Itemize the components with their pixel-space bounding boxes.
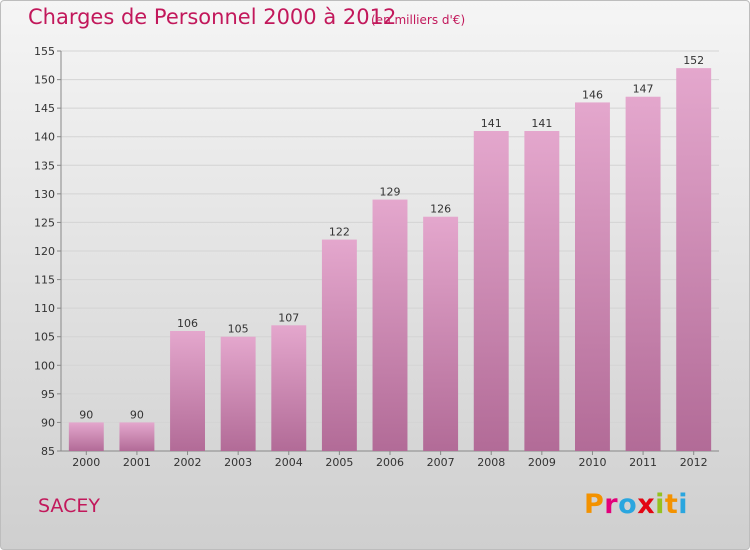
proxiti-logo[interactable]: Proxiti (584, 489, 688, 520)
location-label: SACEY (38, 495, 100, 517)
x-tick-label: 2004 (275, 456, 303, 469)
bar-2008 (473, 131, 509, 451)
bar-2010 (574, 102, 610, 451)
x-tick-label: 2011 (629, 456, 657, 469)
y-tick-label: 155 (34, 45, 55, 58)
y-tick-label: 110 (34, 302, 55, 315)
bar-2007 (423, 216, 459, 451)
bars (68, 68, 712, 452)
x-tick-label: 2003 (224, 456, 252, 469)
bar-2003 (220, 336, 256, 451)
y-tick-label: 120 (34, 245, 55, 258)
logo-letter: o (618, 489, 638, 520)
chart-title: Charges de Personnel 2000 à 2012 (28, 5, 397, 29)
value-label: 141 (481, 117, 502, 130)
y-tick-label: 140 (34, 131, 55, 144)
bar-2006 (372, 199, 408, 451)
bar-2011 (625, 96, 661, 451)
value-label: 107 (278, 311, 299, 324)
y-tick-label: 130 (34, 188, 55, 201)
bar-2005 (321, 239, 357, 451)
x-tick-label: 2001 (123, 456, 151, 469)
x-tick-label: 2005 (325, 456, 353, 469)
x-tick-label: 2002 (174, 456, 202, 469)
y-tick-label: 90 (41, 416, 55, 429)
value-label: 126 (430, 203, 451, 216)
x-tick-label: 2007 (427, 456, 455, 469)
y-tick-label: 100 (34, 359, 55, 372)
y-tick-label: 145 (34, 102, 55, 115)
logo-letter: r (604, 489, 619, 520)
x-tick-label: 2008 (477, 456, 505, 469)
value-label: 105 (228, 323, 249, 336)
y-tick-label: 115 (34, 274, 55, 287)
x-tick-label: 2006 (376, 456, 404, 469)
bar-2001 (119, 422, 155, 451)
x-tick-label: 2012 (680, 456, 708, 469)
value-label: 90 (130, 408, 144, 421)
y-tick-label: 125 (34, 216, 55, 229)
labels: 85 90 95 100 105 110 115 120 125 130 135 140 145 150 1… (34, 45, 708, 469)
y-tick-label: 105 (34, 331, 55, 344)
y-tick-label: 85 (41, 445, 55, 458)
x-tick-label: 2009 (528, 456, 556, 469)
value-label: 129 (380, 186, 401, 199)
logo-letter: i (678, 489, 689, 520)
bar-2004 (271, 325, 307, 451)
x-tick-label: 2010 (578, 456, 606, 469)
y-tick-label: 95 (41, 388, 55, 401)
x-tick-label: 2000 (72, 456, 100, 469)
y-tick-label: 135 (34, 159, 55, 172)
bar-2002 (170, 331, 206, 451)
value-label: 122 (329, 226, 350, 239)
value-label: 146 (582, 88, 603, 101)
bar-2009 (524, 131, 560, 451)
value-label: 141 (531, 117, 552, 130)
value-label: 106 (177, 317, 198, 330)
value-label: 90 (79, 408, 93, 421)
bar-2000 (68, 422, 104, 451)
logo-letter: i (655, 489, 665, 520)
logo-letter: x (637, 489, 656, 520)
logo-letter: t (664, 489, 679, 520)
logo-letter: P (584, 489, 605, 520)
value-label: 147 (633, 83, 654, 96)
y-tick-label: 150 (34, 74, 55, 87)
value-label: 152 (683, 54, 704, 67)
bar-2012 (676, 68, 712, 452)
chart-subtitle: (en milliers d'€) (371, 13, 466, 27)
